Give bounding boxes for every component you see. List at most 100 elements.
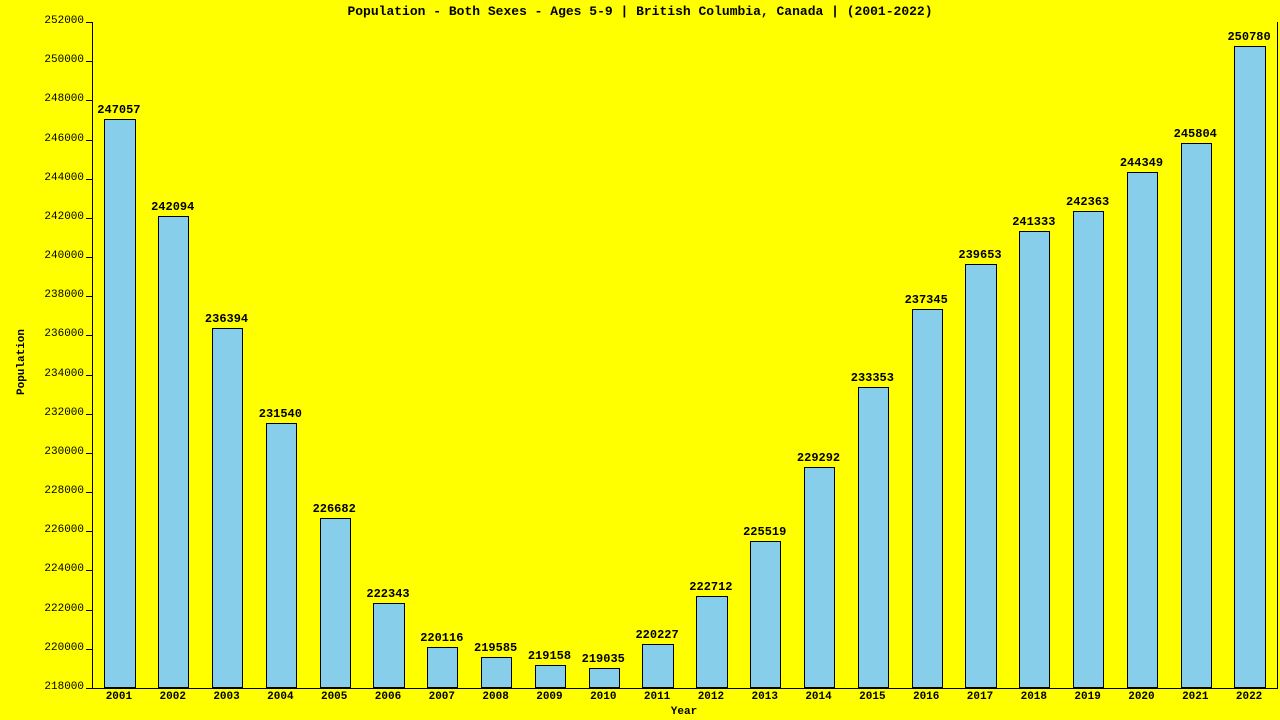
y-tick-mark bbox=[86, 492, 92, 493]
bar-value-label: 242094 bbox=[143, 200, 203, 214]
y-tick-mark bbox=[86, 179, 92, 180]
x-tick-label: 2004 bbox=[253, 691, 307, 703]
y-tick-mark bbox=[86, 61, 92, 62]
y-axis-label: Population bbox=[16, 329, 28, 395]
bar-value-label: 222343 bbox=[358, 587, 418, 601]
y-tick-label: 222000 bbox=[34, 603, 84, 615]
bar bbox=[481, 657, 512, 688]
bar bbox=[750, 541, 781, 688]
x-tick-label: 2006 bbox=[361, 691, 415, 703]
y-tick-mark bbox=[86, 610, 92, 611]
y-tick-label: 230000 bbox=[34, 446, 84, 458]
bar-value-label: 245804 bbox=[1165, 127, 1225, 141]
x-tick-label: 2011 bbox=[630, 691, 684, 703]
bar bbox=[804, 467, 835, 688]
bar-value-label: 220227 bbox=[627, 628, 687, 642]
bar-value-label: 237345 bbox=[896, 293, 956, 307]
y-tick-label: 224000 bbox=[34, 563, 84, 575]
bar-value-label: 247057 bbox=[89, 103, 149, 117]
y-tick-label: 226000 bbox=[34, 524, 84, 536]
bar-value-label: 244349 bbox=[1111, 156, 1171, 170]
x-tick-label: 2005 bbox=[307, 691, 361, 703]
y-tick-mark bbox=[86, 335, 92, 336]
bar bbox=[589, 668, 620, 688]
bar-value-label: 226682 bbox=[304, 502, 364, 516]
bar-value-label: 231540 bbox=[250, 407, 310, 421]
y-tick-label: 240000 bbox=[34, 250, 84, 262]
y-tick-mark bbox=[86, 100, 92, 101]
x-tick-label: 2018 bbox=[1007, 691, 1061, 703]
bar bbox=[320, 518, 351, 688]
x-tick-label: 2020 bbox=[1115, 691, 1169, 703]
y-tick-mark bbox=[86, 414, 92, 415]
bar-value-label: 250780 bbox=[1219, 30, 1279, 44]
bar bbox=[965, 264, 996, 688]
x-tick-label: 2016 bbox=[899, 691, 953, 703]
chart-title: Population - Both Sexes - Ages 5-9 | Bri… bbox=[0, 4, 1280, 19]
y-tick-mark bbox=[86, 453, 92, 454]
bar bbox=[858, 387, 889, 688]
x-tick-label: 2003 bbox=[200, 691, 254, 703]
x-tick-label: 2014 bbox=[792, 691, 846, 703]
y-tick-label: 228000 bbox=[34, 485, 84, 497]
y-tick-label: 242000 bbox=[34, 211, 84, 223]
bar bbox=[535, 665, 566, 688]
x-tick-label: 2012 bbox=[684, 691, 738, 703]
bar-value-label: 236394 bbox=[197, 312, 257, 326]
bar-value-label: 219585 bbox=[466, 641, 526, 655]
y-tick-mark bbox=[86, 218, 92, 219]
x-tick-label: 2009 bbox=[523, 691, 577, 703]
bar bbox=[158, 216, 189, 688]
y-tick-mark bbox=[86, 257, 92, 258]
y-tick-mark bbox=[86, 570, 92, 571]
x-axis-label: Year bbox=[92, 706, 1276, 718]
x-tick-label: 2013 bbox=[738, 691, 792, 703]
bar-value-label: 220116 bbox=[412, 631, 472, 645]
y-tick-mark bbox=[86, 296, 92, 297]
bar bbox=[1234, 46, 1265, 688]
bar-value-label: 242363 bbox=[1058, 195, 1118, 209]
y-tick-label: 248000 bbox=[34, 93, 84, 105]
bar-value-label: 219158 bbox=[519, 649, 579, 663]
y-tick-label: 244000 bbox=[34, 172, 84, 184]
bar-value-label: 233353 bbox=[842, 371, 902, 385]
y-tick-label: 234000 bbox=[34, 368, 84, 380]
x-tick-label: 2017 bbox=[953, 691, 1007, 703]
bar-value-label: 241333 bbox=[1004, 215, 1064, 229]
bar-value-label: 239653 bbox=[950, 248, 1010, 262]
bar bbox=[912, 309, 943, 688]
y-tick-mark bbox=[86, 375, 92, 376]
y-tick-label: 252000 bbox=[34, 15, 84, 27]
bar bbox=[696, 596, 727, 688]
y-tick-mark bbox=[86, 649, 92, 650]
y-tick-label: 246000 bbox=[34, 133, 84, 145]
bar bbox=[1073, 211, 1104, 688]
x-tick-label: 2019 bbox=[1061, 691, 1115, 703]
x-tick-label: 2022 bbox=[1222, 691, 1276, 703]
x-tick-label: 2021 bbox=[1168, 691, 1222, 703]
bar-value-label: 222712 bbox=[681, 580, 741, 594]
y-tick-label: 218000 bbox=[34, 681, 84, 693]
y-tick-mark bbox=[86, 531, 92, 532]
y-tick-label: 232000 bbox=[34, 407, 84, 419]
y-tick-label: 236000 bbox=[34, 328, 84, 340]
y-tick-mark bbox=[86, 688, 92, 689]
y-tick-mark bbox=[86, 22, 92, 23]
bar bbox=[642, 644, 673, 688]
x-tick-label: 2008 bbox=[469, 691, 523, 703]
x-tick-label: 2001 bbox=[92, 691, 146, 703]
bar bbox=[212, 328, 243, 688]
bar bbox=[1019, 231, 1050, 688]
bar-value-label: 219035 bbox=[573, 652, 633, 666]
bar-value-label: 229292 bbox=[789, 451, 849, 465]
x-tick-label: 2010 bbox=[576, 691, 630, 703]
y-tick-mark bbox=[86, 140, 92, 141]
bar bbox=[373, 603, 404, 688]
bar-value-label: 225519 bbox=[735, 525, 795, 539]
bar bbox=[266, 423, 297, 688]
bar bbox=[427, 647, 458, 688]
bar bbox=[104, 119, 135, 688]
x-tick-label: 2007 bbox=[415, 691, 469, 703]
bar bbox=[1127, 172, 1158, 688]
y-tick-label: 250000 bbox=[34, 54, 84, 66]
